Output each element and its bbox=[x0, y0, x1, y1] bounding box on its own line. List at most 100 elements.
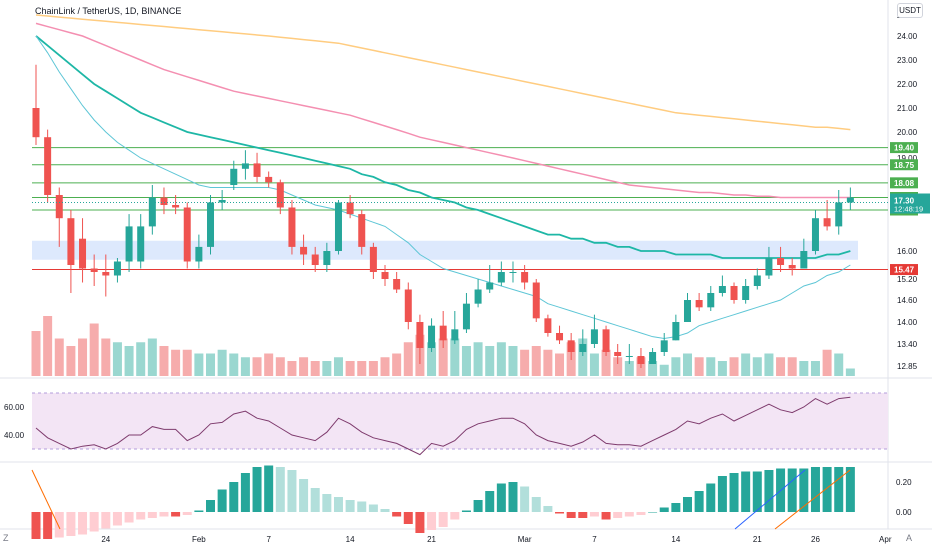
candle[interactable] bbox=[160, 197, 168, 206]
candle[interactable] bbox=[404, 289, 412, 323]
candle[interactable] bbox=[544, 318, 552, 333]
candle[interactable] bbox=[67, 218, 75, 265]
volume-bar bbox=[322, 361, 332, 376]
candle[interactable] bbox=[823, 218, 831, 227]
candle[interactable] bbox=[230, 168, 238, 185]
candle[interactable] bbox=[625, 356, 633, 357]
candle[interactable] bbox=[707, 293, 715, 308]
candle[interactable] bbox=[742, 286, 750, 300]
support-zone[interactable] bbox=[32, 240, 858, 260]
macd-histogram-bar bbox=[264, 465, 274, 512]
candle[interactable] bbox=[497, 272, 505, 283]
candle[interactable] bbox=[777, 258, 785, 265]
candle[interactable] bbox=[532, 282, 540, 319]
sma-slow-line bbox=[35, 22, 851, 199]
candle[interactable] bbox=[32, 108, 40, 138]
candle[interactable] bbox=[125, 226, 133, 262]
volume-bar bbox=[671, 357, 681, 376]
candle[interactable] bbox=[590, 329, 598, 344]
candle[interactable] bbox=[835, 202, 843, 227]
candle[interactable] bbox=[486, 282, 494, 290]
candle[interactable] bbox=[811, 218, 819, 251]
candle[interactable] bbox=[241, 163, 249, 169]
candle[interactable] bbox=[148, 197, 156, 227]
candle[interactable] bbox=[218, 200, 226, 203]
candle[interactable] bbox=[556, 333, 564, 341]
volume-bar bbox=[648, 361, 658, 376]
volume-bar bbox=[427, 342, 437, 376]
candle[interactable] bbox=[195, 246, 203, 262]
volume-bar bbox=[43, 316, 53, 376]
volume-bar bbox=[682, 353, 692, 376]
volume-bar bbox=[112, 342, 122, 376]
volume-bar bbox=[136, 342, 146, 376]
candle[interactable] bbox=[172, 205, 180, 208]
candle[interactable] bbox=[311, 254, 319, 266]
candle[interactable] bbox=[323, 251, 331, 265]
candle[interactable] bbox=[265, 176, 273, 183]
candle[interactable] bbox=[567, 340, 575, 352]
candle[interactable] bbox=[253, 163, 261, 177]
candle[interactable] bbox=[183, 207, 191, 262]
candle[interactable] bbox=[614, 352, 622, 356]
candle[interactable] bbox=[660, 340, 668, 352]
rsi-line bbox=[35, 396, 851, 456]
candle[interactable] bbox=[137, 226, 145, 262]
volume-bar bbox=[101, 338, 111, 376]
candle[interactable] bbox=[416, 322, 424, 348]
candle[interactable] bbox=[300, 246, 308, 255]
candle[interactable] bbox=[788, 265, 796, 269]
candle[interactable] bbox=[451, 329, 459, 341]
candle[interactable] bbox=[579, 344, 587, 352]
log-scale-toggle[interactable]: Z bbox=[3, 533, 9, 543]
candle[interactable] bbox=[718, 286, 726, 293]
candle[interactable] bbox=[334, 202, 342, 252]
candle[interactable] bbox=[602, 329, 610, 352]
candle[interactable] bbox=[44, 137, 52, 195]
macd-histogram-bar bbox=[485, 491, 495, 512]
candle[interactable] bbox=[765, 258, 773, 276]
candle[interactable] bbox=[695, 300, 703, 308]
candle[interactable] bbox=[846, 197, 854, 203]
currency-badge[interactable]: USDT bbox=[897, 3, 923, 18]
candle[interactable] bbox=[439, 325, 447, 341]
candle[interactable] bbox=[521, 272, 529, 283]
macd-histogram-bar bbox=[124, 512, 134, 523]
macd-histogram-bar bbox=[54, 512, 64, 538]
candle[interactable] bbox=[381, 272, 389, 279]
volume-bar bbox=[810, 361, 820, 376]
candle[interactable] bbox=[55, 195, 63, 219]
candle[interactable] bbox=[113, 261, 121, 276]
candle[interactable] bbox=[683, 300, 691, 322]
candle[interactable] bbox=[102, 272, 110, 276]
candle[interactable] bbox=[800, 251, 808, 269]
candle[interactable] bbox=[276, 182, 284, 208]
candle[interactable] bbox=[79, 238, 87, 269]
candle[interactable] bbox=[358, 214, 366, 247]
candle[interactable] bbox=[90, 268, 98, 273]
macd-histogram-bar bbox=[531, 497, 541, 512]
symbol-title[interactable]: ChainLink / TetherUS, 1D, BINANCE bbox=[35, 6, 182, 16]
candle[interactable] bbox=[637, 356, 645, 364]
price-tick-label: 21.00 bbox=[897, 104, 918, 113]
candle[interactable] bbox=[346, 202, 354, 215]
candle[interactable] bbox=[288, 207, 296, 247]
time-tick-label: Mar bbox=[518, 535, 532, 544]
volume-bar bbox=[822, 349, 832, 376]
candle[interactable] bbox=[393, 279, 401, 290]
candle[interactable] bbox=[753, 275, 761, 287]
candle[interactable] bbox=[672, 322, 680, 341]
candle[interactable] bbox=[207, 202, 215, 247]
candle[interactable] bbox=[462, 303, 470, 330]
auto-scale-button[interactable]: A bbox=[906, 533, 913, 543]
volume-bar bbox=[217, 349, 227, 376]
candle[interactable] bbox=[649, 352, 657, 364]
candle[interactable] bbox=[369, 246, 377, 272]
macd-histogram-bar bbox=[66, 512, 76, 536]
candle[interactable] bbox=[428, 325, 436, 348]
candle[interactable] bbox=[730, 286, 738, 300]
candle[interactable] bbox=[509, 272, 517, 273]
price-tick-label: 12.85 bbox=[897, 362, 918, 371]
candle[interactable] bbox=[474, 289, 482, 304]
